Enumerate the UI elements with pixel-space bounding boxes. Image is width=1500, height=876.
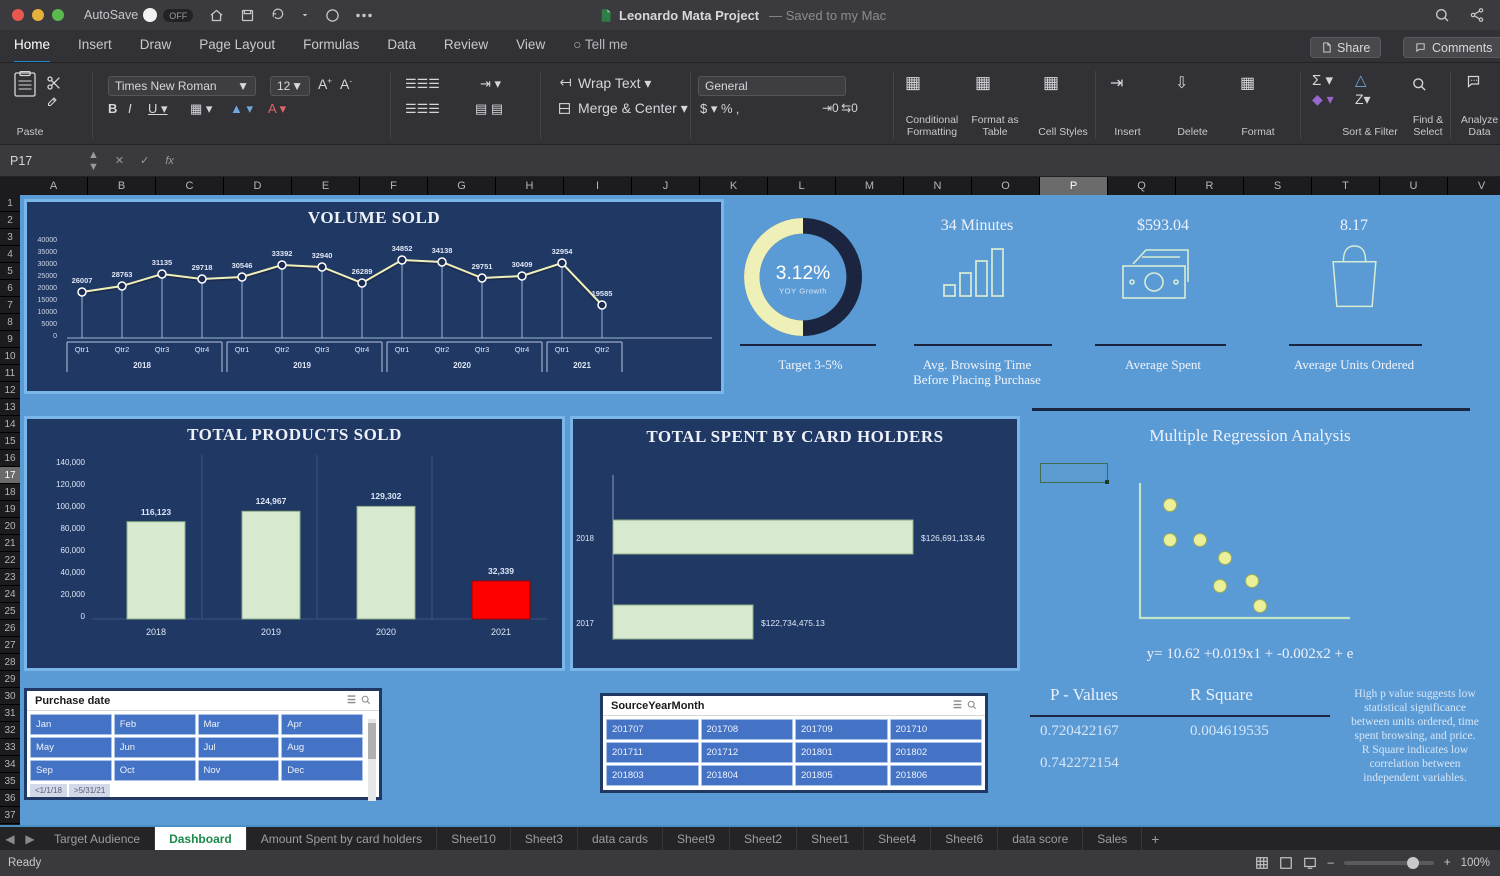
svg-text:26289: 26289 bbox=[352, 267, 373, 276]
svg-text:0: 0 bbox=[53, 333, 57, 340]
svg-text:19585: 19585 bbox=[592, 289, 613, 298]
svg-text:2018: 2018 bbox=[133, 361, 151, 370]
svg-text:2018: 2018 bbox=[576, 534, 594, 543]
svg-text:Qtr2: Qtr2 bbox=[275, 345, 290, 354]
svg-text:32954: 32954 bbox=[552, 247, 574, 256]
svg-text:32940: 32940 bbox=[312, 251, 333, 260]
svg-text:2020: 2020 bbox=[376, 627, 396, 637]
svg-text:$122,734,475.13: $122,734,475.13 bbox=[761, 618, 825, 628]
svg-text:Qtr2: Qtr2 bbox=[115, 345, 130, 354]
svg-text:129,302: 129,302 bbox=[371, 491, 402, 501]
svg-text:80,000: 80,000 bbox=[61, 524, 86, 533]
svg-text:10000: 10000 bbox=[38, 309, 58, 316]
svg-text:33392: 33392 bbox=[272, 249, 293, 258]
svg-text:35000: 35000 bbox=[38, 249, 58, 256]
svg-text:120,000: 120,000 bbox=[56, 480, 85, 489]
svg-text:2020: 2020 bbox=[453, 361, 471, 370]
svg-text:100,000: 100,000 bbox=[56, 502, 85, 511]
svg-text:$126,691,133.46: $126,691,133.46 bbox=[921, 533, 985, 543]
svg-text:Qtr2: Qtr2 bbox=[595, 345, 610, 354]
svg-text:Qtr3: Qtr3 bbox=[155, 345, 170, 354]
svg-text:YOY Growth: YOY Growth bbox=[779, 286, 827, 295]
svg-text:Qtr4: Qtr4 bbox=[515, 345, 530, 354]
svg-text:29718: 29718 bbox=[192, 263, 213, 272]
svg-text:Qtr2: Qtr2 bbox=[435, 345, 450, 354]
svg-text:60,000: 60,000 bbox=[61, 546, 86, 555]
svg-text:30000: 30000 bbox=[38, 261, 58, 268]
svg-text:20,000: 20,000 bbox=[61, 590, 86, 599]
svg-text:Qtr1: Qtr1 bbox=[75, 345, 90, 354]
svg-text:Qtr1: Qtr1 bbox=[235, 345, 250, 354]
svg-text:Qtr1: Qtr1 bbox=[395, 345, 410, 354]
svg-text:2017: 2017 bbox=[576, 619, 594, 628]
svg-text:3.12%: 3.12% bbox=[776, 263, 830, 284]
svg-text:30409: 30409 bbox=[512, 260, 533, 269]
svg-text:28763: 28763 bbox=[112, 270, 133, 279]
svg-text:20000: 20000 bbox=[38, 285, 58, 292]
svg-text:40,000: 40,000 bbox=[61, 568, 86, 577]
svg-text:15000: 15000 bbox=[38, 297, 58, 304]
svg-text:116,123: 116,123 bbox=[141, 507, 172, 517]
svg-text:40000: 40000 bbox=[38, 237, 58, 244]
svg-text:30546: 30546 bbox=[232, 261, 253, 270]
svg-text:2019: 2019 bbox=[261, 627, 281, 637]
svg-text:5000: 5000 bbox=[41, 321, 57, 328]
svg-text:2021: 2021 bbox=[573, 361, 591, 370]
svg-text:29751: 29751 bbox=[472, 262, 493, 271]
svg-text:Qtr4: Qtr4 bbox=[355, 345, 370, 354]
svg-text:124,967: 124,967 bbox=[256, 496, 287, 506]
svg-text:140,000: 140,000 bbox=[56, 458, 85, 467]
svg-text:32,339: 32,339 bbox=[488, 566, 514, 576]
svg-text:31135: 31135 bbox=[152, 258, 172, 267]
svg-text:Qtr3: Qtr3 bbox=[315, 345, 330, 354]
svg-text:26007: 26007 bbox=[72, 276, 93, 285]
svg-text:25000: 25000 bbox=[38, 273, 58, 280]
svg-text:Qtr4: Qtr4 bbox=[195, 345, 210, 354]
svg-text:Qtr1: Qtr1 bbox=[555, 345, 570, 354]
svg-text:0: 0 bbox=[81, 612, 86, 621]
svg-text:Qtr3: Qtr3 bbox=[475, 345, 490, 354]
svg-text:2019: 2019 bbox=[293, 361, 311, 370]
svg-text:2021: 2021 bbox=[491, 627, 511, 637]
svg-text:34138: 34138 bbox=[432, 246, 453, 255]
svg-text:34852: 34852 bbox=[392, 244, 413, 253]
svg-text:2018: 2018 bbox=[146, 627, 166, 637]
